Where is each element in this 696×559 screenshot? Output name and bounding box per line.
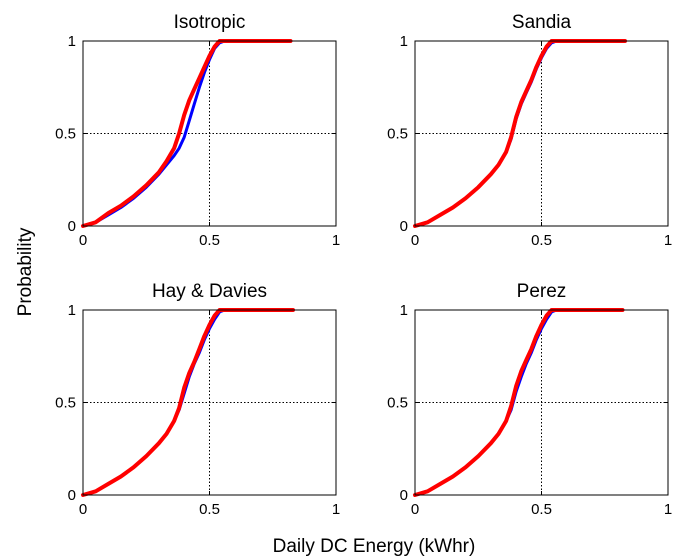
y-tick-label: 0 [400, 218, 408, 235]
panel-1: 0 0.5 1 0 0.5 1 Isotropic [55, 12, 340, 249]
y-tick-label: 1 [68, 33, 76, 50]
y-tick-label: 1 [400, 33, 408, 50]
x-tick-label: 0.5 [199, 232, 220, 249]
y-tick-label: 0 [400, 487, 408, 504]
series-line-red [413, 39, 627, 228]
y-tick-label: 1 [400, 302, 408, 319]
x-tick-label: 1 [332, 232, 340, 249]
series-line-red [81, 308, 295, 497]
panel-title: Isotropic [174, 12, 246, 33]
x-tick-label: 1 [664, 501, 672, 518]
panel-title: Hay & Davies [152, 281, 267, 302]
y-tick-label: 0 [68, 487, 76, 504]
y-tick-label: 0 [68, 218, 76, 235]
x-tick-label: 0 [411, 232, 419, 249]
series-line-red [81, 39, 293, 228]
x-tick-label: 0 [79, 232, 87, 249]
x-tick-label: 0 [79, 501, 87, 518]
panel-2: 0 0.5 1 0 0.5 1 Sandia [387, 12, 672, 249]
panels-group: 0 0.5 1 0 0.5 1 Isotropic 0 0.5 1 0 0.5 1 Sandia 0 0.5 1… [55, 12, 672, 518]
y-tick-label: 0.5 [55, 395, 76, 412]
panel-title: Sandia [512, 12, 572, 33]
x-tick-label: 1 [664, 232, 672, 249]
x-tick-label: 0.5 [199, 501, 220, 518]
figure-x-axis-label: Daily DC Energy (kWhr) [273, 536, 476, 557]
x-tick-label: 1 [332, 501, 340, 518]
x-tick-label: 0.5 [531, 501, 552, 518]
panel-title: Perez [517, 281, 567, 302]
y-tick-label: 1 [68, 302, 76, 319]
x-tick-label: 0 [411, 501, 419, 518]
y-tick-label: 0.5 [55, 126, 76, 143]
x-tick-label: 0.5 [531, 232, 552, 249]
panel-3: 0 0.5 1 0 0.5 1 Hay & Davies [55, 281, 340, 518]
y-tick-label: 0.5 [387, 395, 408, 412]
figure-y-axis-label: Probability [15, 227, 36, 316]
y-tick-label: 0.5 [387, 126, 408, 143]
series-line-red [413, 308, 625, 497]
panel-4: 0 0.5 1 0 0.5 1 Perez [387, 281, 672, 518]
